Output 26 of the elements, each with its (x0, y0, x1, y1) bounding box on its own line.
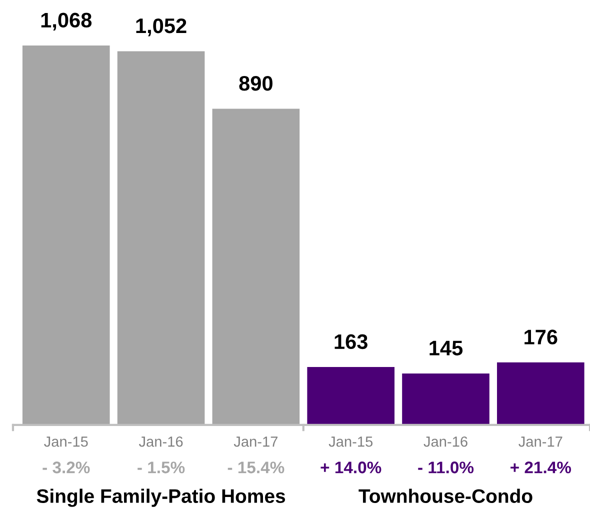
text: + 14.0% (320, 462, 382, 474)
data-label: 1,052 (136, 18, 186, 36)
text: - 1.5% (138, 462, 185, 474)
bar (22, 46, 110, 425)
text: Townhouse-Condo (358, 488, 532, 503)
text: - 11.0% (418, 462, 474, 474)
text: - 3.2% (42, 462, 90, 474)
bar (402, 373, 490, 425)
text: - 15.4% (228, 462, 284, 474)
x-tick-label: Jan-17 (518, 436, 562, 447)
text: + 21.4% (510, 462, 572, 474)
x-tick-label: Jan-16 (138, 436, 183, 447)
bar (212, 108, 300, 425)
x-tick-label: Jan-15 (328, 436, 373, 447)
x-tick-label: Jan-15 (44, 436, 88, 447)
x-tick-label: Jan-17 (234, 436, 278, 447)
data-label: 176 (524, 330, 558, 344)
text: Single Family-Patio Homes (36, 488, 286, 507)
data-label: 1,068 (41, 12, 92, 31)
data-label: 145 (430, 340, 463, 356)
bar (496, 362, 584, 425)
bar (307, 367, 394, 425)
x-tick-label: Jan-16 (424, 436, 468, 447)
data-label: 163 (334, 334, 368, 350)
bar (117, 51, 205, 425)
data-label: 890 (239, 76, 272, 91)
